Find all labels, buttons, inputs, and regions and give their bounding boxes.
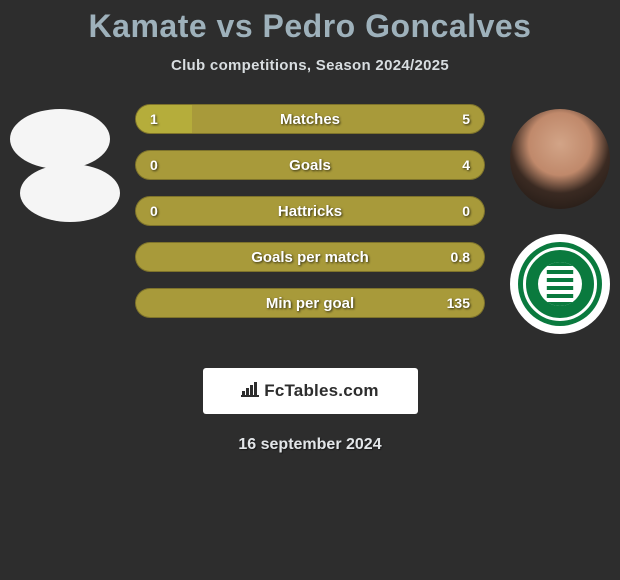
- stat-value-right: 5: [462, 105, 470, 133]
- stat-row-matches: 1 Matches 5: [135, 104, 485, 134]
- comparison-card: Kamate vs Pedro Goncalves Club competiti…: [0, 0, 620, 454]
- comparison-area: 1 Matches 5 0 Goals 4 0 Hattricks 0: [0, 104, 620, 364]
- stat-label: Goals per match: [136, 243, 484, 271]
- stat-row-goals: 0 Goals 4: [135, 150, 485, 180]
- stat-value-right: 4: [462, 151, 470, 179]
- brand-label: FcTables.com: [264, 381, 379, 401]
- stat-value-right: 0: [462, 197, 470, 225]
- player-right-badge: [510, 234, 610, 334]
- stat-label: Goals: [136, 151, 484, 179]
- player-left-badge: [20, 164, 120, 222]
- stat-value-right: 0.8: [451, 243, 470, 271]
- page-title: Kamate vs Pedro Goncalves: [0, 8, 620, 45]
- stat-label: Hattricks: [136, 197, 484, 225]
- sporting-badge-icon: [518, 242, 602, 326]
- stat-label: Min per goal: [136, 289, 484, 317]
- stat-row-hattricks: 0 Hattricks 0: [135, 196, 485, 226]
- player-left-photo: [10, 109, 110, 169]
- stat-row-min-per-goal: Min per goal 135: [135, 288, 485, 318]
- subtitle: Club competitions, Season 2024/2025: [0, 57, 620, 74]
- player-right-photo: [510, 109, 610, 209]
- brand-box: FcTables.com: [203, 368, 418, 414]
- bar-chart-icon: [241, 381, 259, 402]
- stat-value-right: 135: [447, 289, 470, 317]
- stat-label: Matches: [136, 105, 484, 133]
- stat-row-goals-per-match: Goals per match 0.8: [135, 242, 485, 272]
- date-label: 16 september 2024: [0, 436, 620, 454]
- stats-column: 1 Matches 5 0 Goals 4 0 Hattricks 0: [135, 104, 485, 334]
